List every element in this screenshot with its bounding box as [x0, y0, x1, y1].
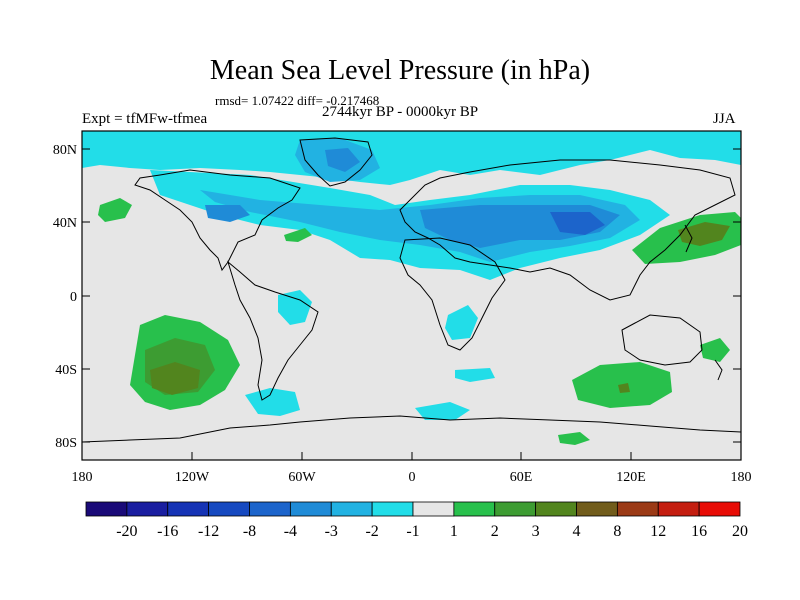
lon-label-180-right: 180: [731, 470, 752, 485]
lon-label-120w: 120W: [175, 470, 210, 485]
lat-label-80s: 80S: [55, 436, 77, 451]
colorbar-swatch-2: [167, 501, 210, 517]
lon-label-60e: 60E: [510, 470, 533, 485]
eurasia-coast: [399, 159, 736, 301]
period-label: 2744kyr BP - 0000kyr BP: [322, 104, 479, 120]
coastlines: [82, 137, 741, 443]
north-atlantic-positive: [284, 228, 312, 242]
lon-label-180-left: 180: [72, 470, 93, 485]
lon-label-120e: 120E: [616, 470, 646, 485]
colorbar-label-8: 1: [450, 523, 458, 540]
lat-label-0: 0: [70, 290, 77, 305]
colorbar-swatch-11: [535, 501, 577, 517]
africa-coast: [399, 237, 506, 351]
greenland-coast: [299, 137, 373, 187]
colorbar-swatch-9: [453, 501, 496, 517]
southern-indian-negative: [455, 368, 495, 382]
colorbar-swatch-4: [249, 501, 291, 517]
new-zealand-coast: [714, 359, 723, 381]
colorbar-swatch-5: [289, 501, 332, 517]
colorbar-label-9: 2: [491, 523, 499, 540]
colorbar-label-14: 16: [691, 523, 707, 540]
south-america-coast: [227, 260, 319, 401]
lat-label-80n: 80N: [53, 143, 77, 158]
colorbar-label-4: -4: [284, 523, 297, 540]
lat-label-40s: 40S: [55, 363, 77, 378]
colorbar-label-15: 20: [732, 523, 748, 540]
experiment-label: Expt = tfMFw-tfmea: [82, 111, 208, 127]
lon-label-60w: 60W: [288, 470, 316, 485]
asia-low-deep: [550, 212, 605, 235]
colorbar-label-12: 8: [613, 523, 621, 540]
rmsd-diff-stats: rmsd= 1.07422 diff= -0.217468: [215, 93, 380, 108]
europe-low-core: [205, 205, 250, 222]
north-america-coast: [134, 169, 301, 272]
colorbar-swatch-13: [616, 501, 659, 517]
map-title: Mean Sea Level Pressure (in hPa): [209, 55, 591, 86]
colorbar-swatch-14: [657, 501, 700, 517]
lon-ticks: [81, 452, 742, 460]
south-america-south-negative: [245, 388, 300, 416]
colorbar-label-3: -8: [243, 523, 256, 540]
north-pacific-positive: [98, 198, 132, 222]
south-atlantic-negative-anomaly: [278, 290, 312, 325]
australia-coast: [621, 314, 703, 366]
colorbar-swatch-0: [85, 501, 128, 517]
colorbar-label-13: 12: [650, 523, 666, 540]
colorbar-label-5: -3: [325, 523, 338, 540]
pressure-anomaly-fields: [82, 131, 741, 445]
colorbar-label-0: -20: [116, 523, 137, 540]
japan-coast: [684, 224, 693, 253]
colorbar-swatch-6: [330, 501, 373, 517]
lat-label-40n: 40N: [53, 216, 77, 231]
colorbar-swatch-1: [126, 501, 169, 517]
tasman-positive: [700, 338, 730, 362]
colorbar-label-2: -12: [198, 523, 219, 540]
antarctic-positive: [558, 432, 590, 445]
colorbar-swatch-12: [576, 501, 618, 517]
colorbar-swatch-8: [412, 501, 455, 517]
colorbar-label-10: 3: [532, 523, 540, 540]
season-label: JJA: [713, 111, 736, 127]
colorbar-label-11: 4: [573, 523, 581, 540]
colorbar-swatch-7: [371, 501, 414, 517]
colorbar-label-1: -16: [157, 523, 178, 540]
lon-label-0: 0: [409, 470, 416, 485]
south-pacific-core: [150, 362, 200, 395]
colorbar: -20 -16 -12 -8 -4 -3 -2 -1 1 2 3 4 8 12 16 20: [85, 501, 748, 540]
colorbar-swatch-10: [494, 501, 537, 517]
antarctica-coast: [82, 415, 741, 443]
colorbar-swatch-3: [208, 501, 250, 517]
greenland-core: [325, 148, 360, 172]
colorbar-swatch-15: [698, 501, 741, 517]
lat-ticks: [82, 148, 741, 443]
southern-ocean-negative: [415, 402, 470, 420]
southern-africa-negative-anomaly: [445, 305, 478, 340]
arctic-negative-anomaly: [82, 131, 741, 185]
south-indian-core: [618, 383, 630, 393]
colorbar-label-6: -2: [365, 523, 378, 540]
colorbar-label-7: -1: [406, 523, 419, 540]
